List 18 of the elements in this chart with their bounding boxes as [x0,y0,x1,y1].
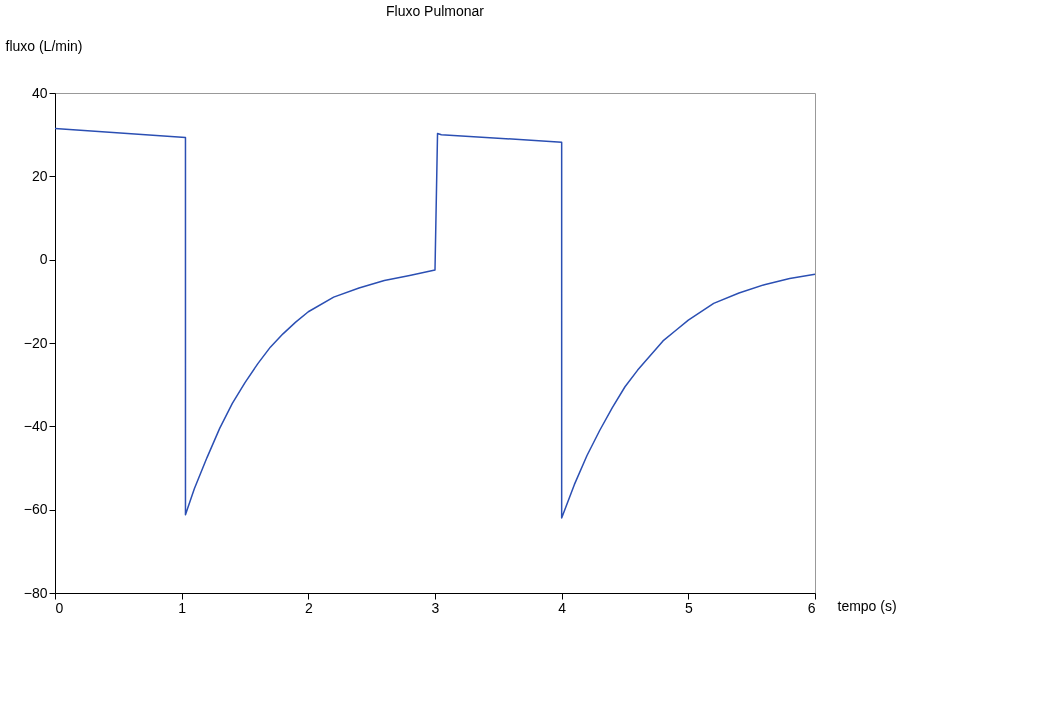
x-tick-label: 0 [55,599,64,616]
y-tick-label: −80 [23,584,48,601]
y-tick-label: −20 [23,334,48,351]
x-tick-label: 2 [304,599,313,616]
chart-title: Fluxo Pulmonar [385,3,485,19]
y-tick-label: 20 [31,167,48,184]
x-tick-label: 5 [684,599,693,616]
line-series [54,127,816,519]
y-tick-label: −40 [23,417,48,434]
y-tick-label: −60 [23,501,48,518]
y-tick-label: 0 [39,251,48,268]
x-tick-label: 4 [558,599,567,616]
y-axis-title: fluxo (L/min) [5,37,83,54]
x-axis-title: tempo (s) [837,597,897,614]
x-tick-label: 6 [807,599,816,616]
x-tick-label: 3 [431,599,440,616]
y-tick-label: 40 [31,84,48,101]
x-tick-label: 1 [178,599,187,616]
